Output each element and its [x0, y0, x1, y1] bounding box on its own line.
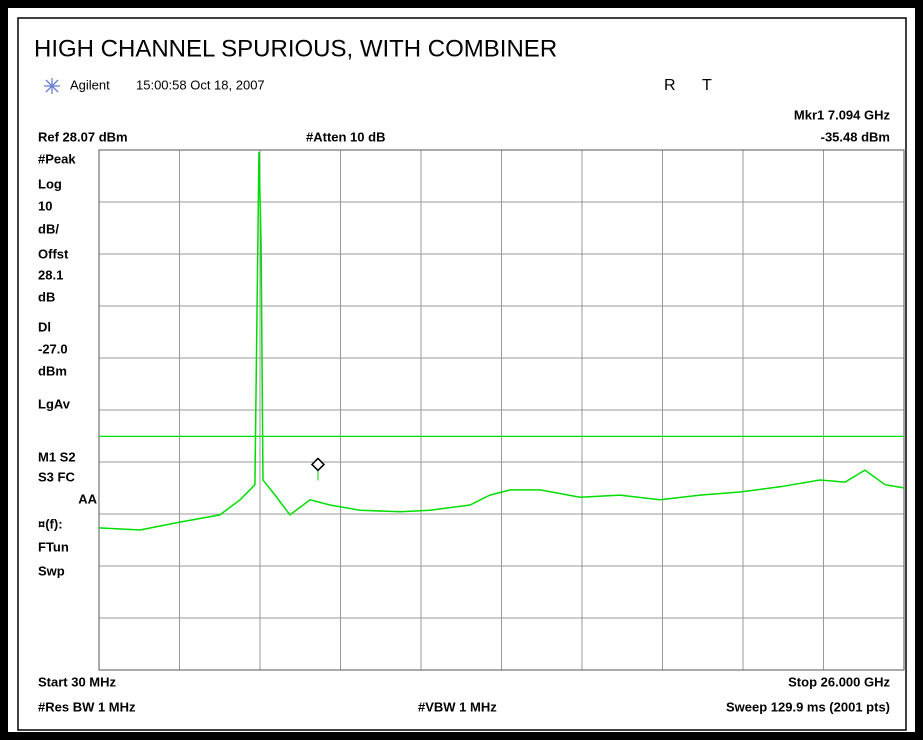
side-label: -27.0	[38, 341, 68, 356]
side-label: Offst	[38, 246, 69, 261]
side-label: dB	[38, 289, 55, 304]
side-label: dBm	[38, 363, 67, 378]
status: R	[664, 77, 676, 94]
side-label: 10	[38, 198, 52, 213]
side-label: FTun	[38, 539, 69, 554]
side-label: dB/	[38, 221, 59, 236]
side-label: Dl	[38, 319, 51, 334]
marker	[310, 457, 326, 472]
side-label: ¤(f):	[38, 516, 63, 531]
side-label: S3 FC	[38, 469, 75, 484]
title: HIGH CHANNEL SPURIOUS, WITH COMBINER	[34, 35, 557, 62]
side-label: AA	[78, 491, 97, 506]
timestamp: 15:00:58 Oct 18, 2007	[136, 77, 265, 92]
side-label: #Peak	[38, 151, 76, 166]
status: T	[702, 77, 712, 94]
side-label: LgAv	[38, 396, 71, 411]
agilent-logo	[44, 78, 60, 94]
inner-frame	[17, 17, 907, 731]
side-label: 28.1	[38, 267, 63, 282]
side-label: Log	[38, 176, 62, 191]
marker-freq: Mkr1 7.094 GHz	[794, 107, 891, 122]
page	[8, 8, 915, 732]
rbw: #Res BW 1 MHz	[38, 699, 136, 714]
stop-freq: Stop 26.000 GHz	[788, 674, 890, 689]
trace	[98, 151, 905, 531]
start-freq: Start 30 MHz	[38, 674, 117, 689]
plot-border	[98, 149, 905, 671]
marker-level: -35.48 dBm	[821, 129, 890, 144]
side-label: Swp	[38, 563, 65, 578]
vbw: #VBW 1 MHz	[418, 699, 497, 714]
side-label: M1 S2	[38, 449, 76, 464]
sweep: Sweep 129.9 ms (2001 pts)	[726, 699, 890, 714]
ref-level: Ref 28.07 dBm	[38, 129, 128, 144]
instrument: Agilent	[70, 77, 110, 92]
attenuation: #Atten 10 dB	[306, 129, 385, 144]
